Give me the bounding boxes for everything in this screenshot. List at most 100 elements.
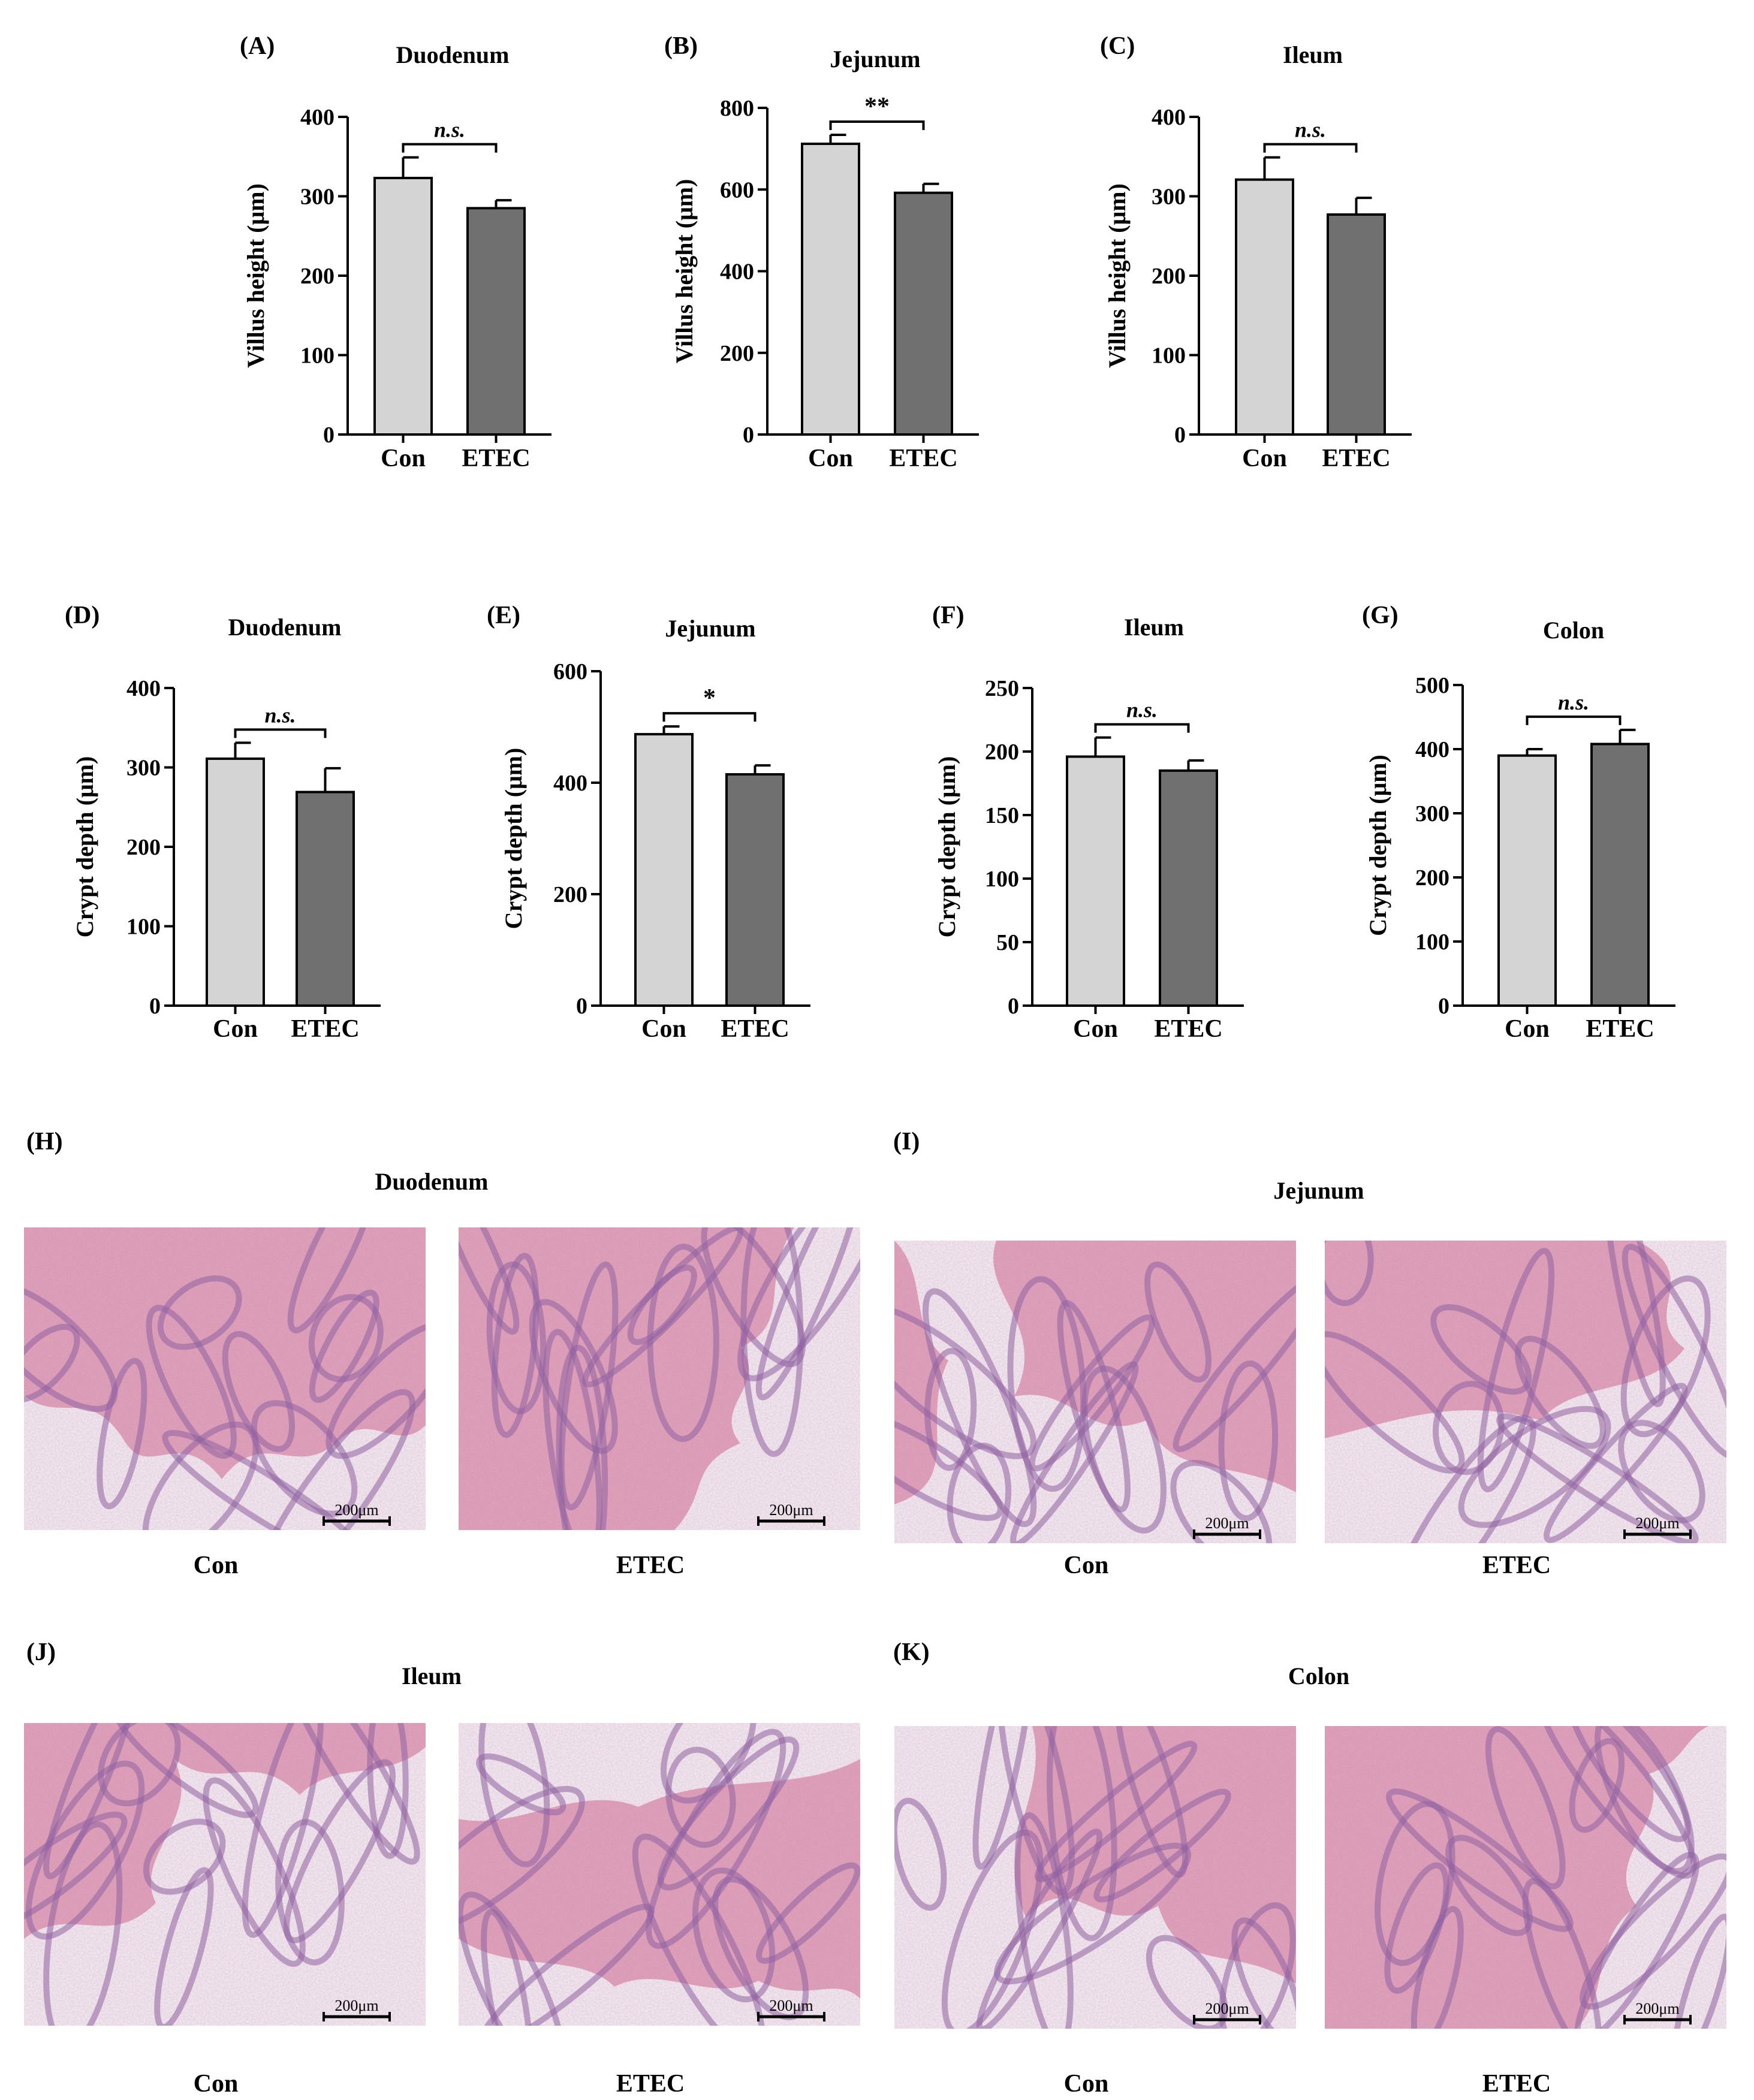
category-label: Con xyxy=(1073,1015,1118,1043)
image-caption: Con xyxy=(1064,2070,1109,2098)
y-axis-label: Crypt depth (μm) xyxy=(500,748,527,930)
bar-con xyxy=(373,177,433,436)
micrograph-i: (I) Jejunum 200μm Con 200μm ETEC xyxy=(893,1128,1726,1579)
image-caption: Con xyxy=(1064,1552,1109,1579)
y-tick-label: 250 xyxy=(985,676,1019,701)
y-tick-label: 0 xyxy=(576,994,587,1019)
y-tick-label: 0 xyxy=(323,423,334,448)
category-label: ETEC xyxy=(1586,1015,1654,1043)
category-label: Con xyxy=(1505,1015,1550,1043)
tissue-texture xyxy=(1325,1726,1726,2029)
y-tick-label: 400 xyxy=(300,105,334,130)
panel-label: (H) xyxy=(26,1128,63,1155)
bar-con xyxy=(1235,178,1294,436)
scale-bar-label: 200μm xyxy=(334,1997,378,2014)
image-caption: Con xyxy=(194,2070,239,2098)
category-label: ETEC xyxy=(291,1015,359,1043)
category-label: Con xyxy=(641,1015,686,1043)
histology-image-etec: 200μm xyxy=(1325,1241,1726,1543)
bar-etec xyxy=(1159,769,1218,1007)
panel-label: (C) xyxy=(1100,32,1135,60)
bar-con xyxy=(634,733,694,1007)
micrograph-k: (K) Colon 200μm Con 200μm ETEC xyxy=(893,1639,1726,2098)
panel-label: (F) xyxy=(932,602,965,629)
y-axis-label: Villus height (μm) xyxy=(671,179,698,364)
micrograph-panels: (H) Duodenum 200μm Con 200μm ETEC (I) Jejunum 20… xyxy=(24,1128,1726,2098)
histology-image-con: 200μm xyxy=(894,1726,1296,2029)
y-tick-label: 100 xyxy=(300,343,334,369)
y-tick-label: 0 xyxy=(1008,994,1019,1019)
y-tick-label: 0 xyxy=(149,994,161,1019)
significance-bracket xyxy=(1526,715,1622,725)
panel-label: (G) xyxy=(1362,602,1399,629)
bar-charts: (A) Duodenum Villus height (μm) Con ETEC 0 100… xyxy=(65,32,1675,1043)
y-tick-label: 300 xyxy=(300,185,334,210)
bar-etec xyxy=(725,773,785,1007)
tissue-texture xyxy=(459,1723,860,2026)
y-tick-label: 500 xyxy=(1415,673,1449,698)
y-tick-label: 300 xyxy=(126,756,161,781)
y-tick-label: 600 xyxy=(553,659,587,684)
tissue-texture xyxy=(459,1227,860,1530)
y-tick-label: 300 xyxy=(1415,801,1449,826)
y-tick-label: 100 xyxy=(1415,930,1449,955)
significance-label: n.s. xyxy=(1126,698,1158,722)
category-label: ETEC xyxy=(721,1015,789,1043)
y-tick-label: 400 xyxy=(720,260,754,285)
bar-etec xyxy=(466,207,526,436)
chart-a: (A) Duodenum Villus height (μm) Con ETEC 0 100… xyxy=(240,32,551,472)
y-tick-label: 100 xyxy=(1152,343,1186,369)
panel-label: (D) xyxy=(65,602,100,629)
significance-label: * xyxy=(703,684,716,712)
chart-d: (D) Duodenum Crypt depth (μm) Con ETEC 0 100 20… xyxy=(65,602,381,1043)
y-axis-label: Crypt depth (μm) xyxy=(71,756,98,938)
histology-image-con: 200μm xyxy=(24,1723,426,2026)
panel-label: (I) xyxy=(893,1128,920,1155)
significance-bracket xyxy=(662,712,757,722)
panel-label: (B) xyxy=(664,32,698,60)
bar-con xyxy=(206,757,265,1007)
tissue-texture xyxy=(24,1227,426,1530)
bar-etec xyxy=(894,191,953,436)
histology-image-etec: 200μm xyxy=(459,1723,860,2026)
category-label: ETEC xyxy=(462,445,530,472)
scale-bar-label: 200μm xyxy=(1205,1514,1249,1532)
y-axis-label: Villus height (μm) xyxy=(242,183,269,368)
scale-bar-label: 200μm xyxy=(1205,2000,1249,2017)
y-tick-label: 200 xyxy=(126,835,161,860)
scale-bar-label: 200μm xyxy=(1635,1514,1679,1532)
y-tick-label: 800 xyxy=(720,96,754,121)
tissue-texture xyxy=(894,1241,1296,1543)
significance-label: n.s. xyxy=(1558,690,1589,714)
significance-bracket xyxy=(1094,723,1190,733)
significance-bracket xyxy=(402,143,498,153)
tissue-texture xyxy=(894,1726,1296,2029)
tissue-texture xyxy=(1325,1241,1726,1543)
scale-bar-label: 200μm xyxy=(769,1501,813,1519)
image-caption: ETEC xyxy=(616,1552,685,1579)
y-tick-label: 50 xyxy=(996,930,1019,955)
category-label: ETEC xyxy=(1322,445,1390,472)
y-tick-label: 200 xyxy=(1152,264,1186,289)
significance-label: n.s. xyxy=(434,118,465,142)
y-tick-label: 200 xyxy=(300,264,334,289)
bar-con xyxy=(1066,755,1125,1007)
y-tick-label: 200 xyxy=(553,882,587,907)
histology-image-con: 200μm xyxy=(24,1227,426,1530)
chart-g: (G) Colon Crypt depth (μm) Con ETEC 0 100 200 30… xyxy=(1362,602,1675,1043)
micrograph-h: (H) Duodenum 200μm Con 200μm ETEC xyxy=(24,1128,860,1579)
y-axis-label: Crypt depth (μm) xyxy=(1364,755,1391,936)
panel-label: (A) xyxy=(240,32,275,60)
chart-e: (E) Jejunum Crypt depth (μm) Con ETEC 0 200 400… xyxy=(487,602,810,1043)
tissue-texture xyxy=(24,1723,426,2026)
y-tick-label: 400 xyxy=(1152,105,1186,130)
y-tick-label: 400 xyxy=(1415,737,1449,762)
y-tick-label: 300 xyxy=(1152,185,1186,210)
chart-title: Duodenum xyxy=(396,41,510,68)
y-tick-label: 200 xyxy=(985,740,1019,765)
significance-label: n.s. xyxy=(264,703,296,727)
histology-image-con: 200μm xyxy=(894,1241,1296,1543)
y-tick-label: 0 xyxy=(1174,423,1186,448)
chart-title: Ileum xyxy=(1124,614,1184,641)
